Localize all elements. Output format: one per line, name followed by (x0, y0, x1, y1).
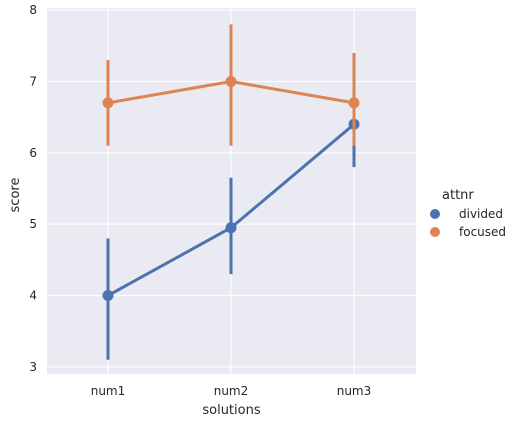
y-tick-label: 7 (29, 74, 37, 88)
legend: attnr divided focused (430, 188, 506, 239)
y-tick-label: 5 (29, 217, 37, 231)
data-point-focused (348, 97, 360, 109)
legend-label-focused: focused (459, 225, 506, 239)
data-point-divided (225, 222, 237, 234)
y-tick-label: 4 (29, 289, 37, 303)
x-tick-label: num2 (214, 384, 249, 398)
x-tick-label: num3 (337, 384, 372, 398)
legend-title: attnr (442, 188, 474, 203)
y-tick-label: 3 (29, 360, 37, 374)
y-tick-label: 6 (29, 146, 37, 160)
data-point-focused (225, 75, 237, 87)
y-tick-label: 8 (29, 3, 37, 17)
data-marks (102, 24, 360, 360)
x-axis-label: solutions (202, 403, 260, 418)
legend-marker-focused (430, 227, 440, 237)
data-point-divided (102, 290, 114, 302)
y-tick-labels: 3 4 5 6 7 8 (29, 3, 37, 374)
legend-marker-divided (430, 209, 440, 219)
x-tick-labels: num1 num2 num3 (91, 384, 372, 398)
data-point-focused (102, 97, 114, 109)
series-focused (102, 24, 360, 146)
x-tick-label: num1 (91, 384, 126, 398)
y-axis-label: score (8, 178, 23, 213)
legend-label-divided: divided (459, 207, 503, 221)
